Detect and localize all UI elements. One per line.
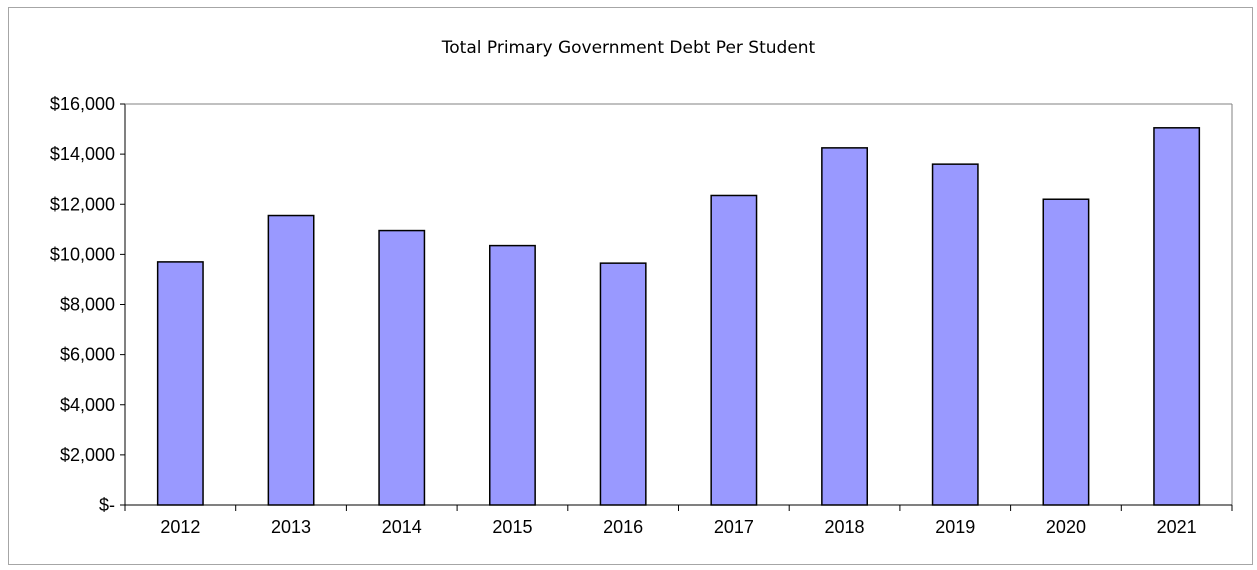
bar-2014	[378, 229, 426, 506]
x-tick-label: 2017	[714, 517, 754, 537]
y-tick-label: $16,000	[50, 94, 115, 114]
y-tick-label: $-	[99, 495, 115, 515]
bar-2020	[1042, 198, 1090, 506]
x-tick-label: 2020	[1046, 517, 1086, 537]
y-tick-label: $4,000	[60, 395, 115, 415]
bar-2012	[156, 261, 204, 506]
x-tick-label: 2014	[382, 517, 422, 537]
bar-2021	[1153, 127, 1201, 506]
y-tick-label: $8,000	[60, 295, 115, 315]
y-tick-label: $14,000	[50, 144, 115, 164]
bar-2017	[710, 194, 758, 506]
y-axis: $- $2,000 $4,000 $6,000 $8,000 $10,000 $12,000…	[50, 94, 1233, 515]
x-tick-label: 2015	[492, 517, 532, 537]
bar-2019	[931, 163, 979, 506]
bar-2013	[267, 214, 315, 506]
y-tick-label: $10,000	[50, 244, 115, 264]
bar-2018	[821, 147, 868, 506]
x-tick-label: 2018	[825, 517, 865, 537]
chart-title: Total Primary Government Debt Per Studen…	[441, 38, 816, 58]
bar-2016	[599, 262, 647, 506]
x-tick-label: 2012	[160, 517, 200, 537]
y-tick-label: $6,000	[60, 345, 115, 365]
y-tick-label: $12,000	[50, 194, 115, 214]
y-tick-label: $2,000	[60, 445, 115, 465]
bars	[156, 127, 1201, 506]
x-tick-label: 2013	[271, 517, 311, 537]
x-tick-label: 2016	[603, 517, 643, 537]
x-tick-label: 2021	[1157, 517, 1197, 537]
x-tick-label: 2019	[935, 517, 975, 537]
x-axis: 2012 2013 2014 2015 2016 2017 2018 2019 2020 2021	[124, 504, 1233, 537]
bar-2015	[489, 244, 536, 506]
